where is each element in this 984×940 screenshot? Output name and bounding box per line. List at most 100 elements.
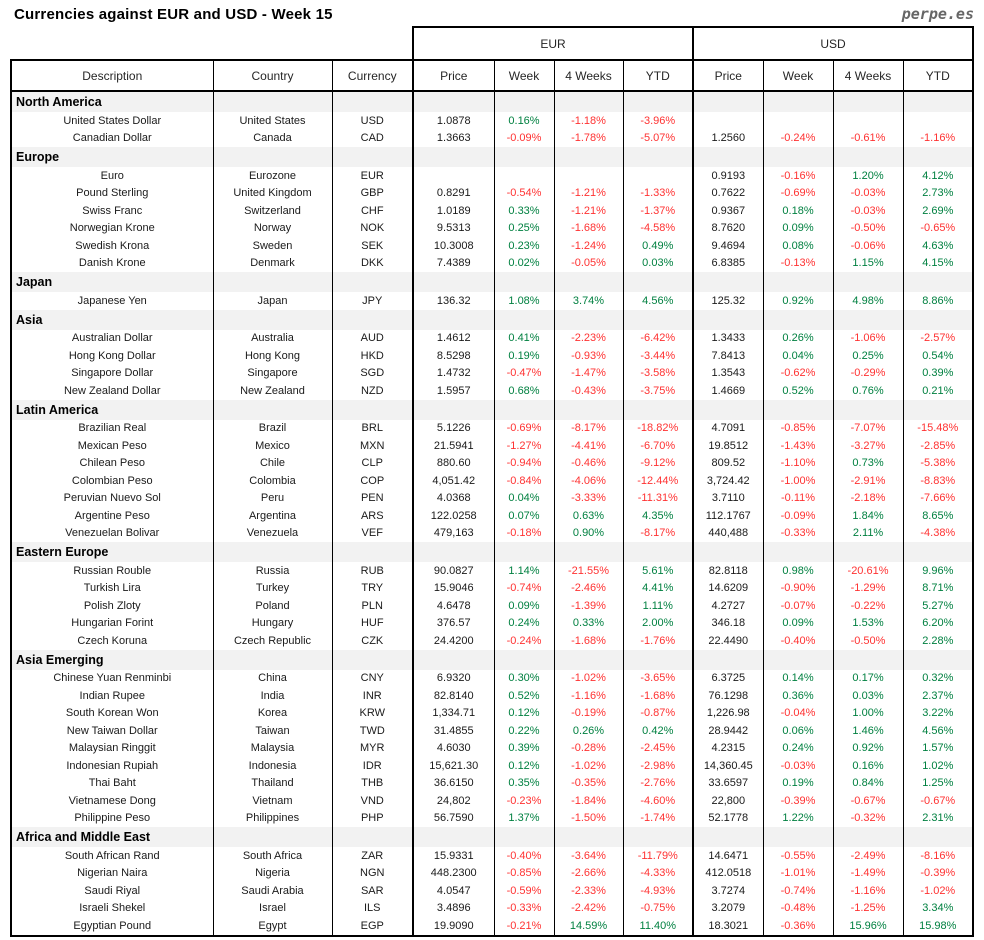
cell-eur-price: 1.0189 bbox=[412, 202, 495, 220]
cell-eur-ytd: 11.40% bbox=[622, 917, 694, 937]
cell-usd-week: -0.62% bbox=[762, 364, 834, 382]
region-cell bbox=[553, 399, 624, 420]
region-label: Asia Emerging bbox=[10, 649, 214, 670]
cell-description: Hong Kong Dollar bbox=[10, 347, 214, 365]
cell-usd-week: -0.04% bbox=[762, 704, 834, 722]
cell-eur-4weeks: -1.50% bbox=[553, 809, 624, 827]
cell-usd-week: -0.55% bbox=[762, 847, 834, 865]
cell-currency: CNY bbox=[331, 669, 414, 687]
region-cell bbox=[622, 649, 694, 670]
cell-eur-4weeks bbox=[553, 167, 624, 185]
region-cell bbox=[622, 542, 694, 562]
currency-row: Mexican Peso Mexico MXN 21.5941 -1.27% -4.41%… bbox=[10, 437, 975, 455]
column-header-row: Description Country Currency Price Week … bbox=[10, 59, 975, 92]
cell-country: Eurozone bbox=[212, 167, 333, 185]
region-label: Latin America bbox=[10, 399, 214, 420]
cell-eur-4weeks: -1.47% bbox=[553, 364, 624, 382]
region-cell bbox=[692, 147, 764, 167]
group-header-row: EUR USD bbox=[11, 26, 975, 61]
region-cell bbox=[412, 91, 495, 112]
cell-usd-ytd: -4.38% bbox=[902, 524, 975, 542]
cell-currency: VEF bbox=[331, 524, 414, 542]
currency-row: Norwegian Krone Norway NOK 9.5313 0.25% -1.68… bbox=[10, 219, 975, 237]
cell-usd-ytd: 9.96% bbox=[902, 562, 975, 580]
currency-row: Turkish Lira Turkey TRY 15.9046 -0.74% -2.46%… bbox=[10, 579, 975, 597]
currency-row: Canadian Dollar Canada CAD 1.3663 -0.09% -1.7… bbox=[10, 129, 975, 147]
cell-usd-ytd: 1.02% bbox=[902, 757, 975, 775]
cell-eur-price: 8.5298 bbox=[412, 347, 495, 365]
cell-usd-ytd: -2.85% bbox=[902, 437, 975, 455]
cell-description: Indian Rupee bbox=[10, 687, 214, 705]
cell-eur-price: 15.9331 bbox=[412, 847, 495, 865]
cell-usd-week: 0.19% bbox=[762, 774, 834, 792]
cell-usd-week: 0.24% bbox=[762, 739, 834, 757]
cell-currency: CLP bbox=[331, 454, 414, 472]
cell-currency: IDR bbox=[331, 757, 414, 775]
cell-eur-week: -0.40% bbox=[493, 847, 555, 865]
cell-usd-ytd: 2.69% bbox=[902, 202, 975, 220]
cell-usd-price: 82.8118 bbox=[692, 562, 764, 580]
cell-usd-4weeks: 0.92% bbox=[832, 739, 904, 757]
cell-currency: NOK bbox=[331, 219, 414, 237]
cell-eur-4weeks: -1.24% bbox=[553, 237, 624, 255]
cell-usd-week: -0.16% bbox=[762, 167, 834, 185]
cell-usd-week: 0.06% bbox=[762, 722, 834, 740]
region-cell bbox=[493, 91, 555, 112]
cell-eur-ytd: -4.58% bbox=[622, 219, 694, 237]
region-cell bbox=[692, 91, 764, 112]
cell-usd-week: -0.69% bbox=[762, 184, 834, 202]
region-row: Japan bbox=[10, 272, 975, 292]
region-cell bbox=[553, 309, 624, 330]
cell-usd-price: 28.9442 bbox=[692, 722, 764, 740]
cell-country: China bbox=[212, 669, 333, 687]
cell-country: Venezuela bbox=[212, 524, 333, 542]
cell-description: Canadian Dollar bbox=[10, 129, 214, 147]
cell-usd-ytd: -0.67% bbox=[902, 792, 975, 810]
cell-currency: INR bbox=[331, 687, 414, 705]
cell-eur-4weeks: -1.18% bbox=[553, 112, 624, 130]
region-cell bbox=[553, 542, 624, 562]
cell-usd-ytd: 0.39% bbox=[902, 364, 975, 382]
cell-usd-ytd: 1.25% bbox=[902, 774, 975, 792]
cell-usd-ytd: 4.56% bbox=[902, 722, 975, 740]
currency-row: Venezuelan Bolivar Venezuela VEF 479,163 -0.… bbox=[10, 524, 975, 542]
cell-eur-4weeks: -0.35% bbox=[553, 774, 624, 792]
cell-eur-price: 6.9320 bbox=[412, 669, 495, 687]
cell-description: Peruvian Nuevo Sol bbox=[10, 489, 214, 507]
cell-country: Argentina bbox=[212, 507, 333, 525]
col-header-usd-price: Price bbox=[692, 59, 764, 92]
cell-description: United States Dollar bbox=[10, 112, 214, 130]
cell-currency: RUB bbox=[331, 562, 414, 580]
region-cell bbox=[832, 649, 904, 670]
cell-country: Turkey bbox=[212, 579, 333, 597]
region-cell bbox=[493, 272, 555, 292]
cell-usd-ytd: -0.65% bbox=[902, 219, 975, 237]
region-cell bbox=[212, 649, 333, 670]
cell-usd-4weeks: -7.07% bbox=[832, 419, 904, 437]
cell-usd-ytd: 2.31% bbox=[902, 809, 975, 827]
cell-usd-4weeks: -0.32% bbox=[832, 809, 904, 827]
cell-eur-price: 4.0547 bbox=[412, 882, 495, 900]
cell-usd-ytd: -8.83% bbox=[902, 472, 975, 490]
cell-description: Thai Baht bbox=[10, 774, 214, 792]
region-cell bbox=[493, 542, 555, 562]
cell-currency: DKK bbox=[331, 254, 414, 272]
col-header-usd-4weeks: 4 Weeks bbox=[832, 59, 904, 92]
currency-row: Egyptian Pound Egypt EGP 19.9090 -0.21% 14.59… bbox=[10, 917, 975, 937]
cell-usd-ytd: 4.63% bbox=[902, 237, 975, 255]
cell-eur-price: 1.4732 bbox=[412, 364, 495, 382]
cell-eur-4weeks: -2.66% bbox=[553, 864, 624, 882]
cell-description: Indonesian Rupiah bbox=[10, 757, 214, 775]
cell-description: Turkish Lira bbox=[10, 579, 214, 597]
cell-eur-week: 0.23% bbox=[493, 237, 555, 255]
cell-usd-4weeks: -0.29% bbox=[832, 364, 904, 382]
currency-row: Indian Rupee India INR 82.8140 0.52% -1.16% -1… bbox=[10, 687, 975, 705]
col-header-country: Country bbox=[212, 59, 333, 92]
cell-eur-4weeks: -8.17% bbox=[553, 419, 624, 437]
region-label: Eastern Europe bbox=[10, 542, 214, 562]
cell-eur-price: 0.8291 bbox=[412, 184, 495, 202]
cell-eur-week: 0.68% bbox=[493, 382, 555, 400]
region-cell bbox=[553, 827, 624, 847]
currency-row: Peruvian Nuevo Sol Peru PEN 4.0368 0.04% -3.3… bbox=[10, 489, 975, 507]
currency-row: Hungarian Forint Hungary HUF 376.57 0.24% 0.3… bbox=[10, 614, 975, 632]
